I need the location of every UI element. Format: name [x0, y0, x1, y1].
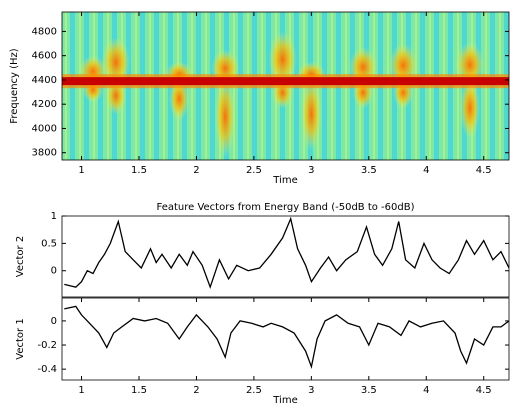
- x-tick-label: 4.5: [476, 165, 492, 176]
- burst: [215, 77, 236, 157]
- y-tick-label: 4200: [32, 99, 57, 110]
- x-tick-label: 3.5: [361, 385, 377, 396]
- plot-area: [62, 31, 509, 157]
- axes-box: [61, 215, 510, 298]
- x-tick-label: 4.5: [476, 385, 492, 396]
- tone-band: [62, 77, 509, 86]
- x-tick-label: 2.5: [246, 165, 262, 176]
- x-tick-label: 2.5: [246, 385, 262, 396]
- y-tick-label: -0.2: [37, 340, 57, 351]
- y-tick-label: -0.4: [37, 364, 57, 375]
- x-tick-label: 1.5: [131, 165, 147, 176]
- axes-box: [61, 11, 510, 161]
- x-tick-label: 3: [308, 165, 314, 176]
- y-axis-label: Vector 2: [15, 236, 26, 277]
- line: [64, 305, 509, 370]
- x-tick-label: 3: [308, 385, 314, 396]
- x-tick-label: 3.5: [361, 165, 377, 176]
- x-tick-label: 4: [423, 165, 429, 176]
- x-tick-label: 1.5: [131, 385, 147, 396]
- burst: [268, 31, 297, 88]
- y-axis-label: Frequency (Hz): [9, 48, 20, 124]
- x-tick-label: 1: [78, 165, 84, 176]
- y-axis-label: Vector 1: [15, 318, 26, 359]
- y-tick-label: 0: [51, 266, 57, 277]
- plot-area: [64, 216, 509, 290]
- y-tick-label: 3800: [32, 148, 57, 159]
- burst: [459, 77, 480, 139]
- x-axis-label: Time: [272, 395, 297, 403]
- plot-area: [64, 305, 509, 370]
- axes-box: [61, 297, 510, 381]
- line: [64, 216, 509, 290]
- x-tick-label: 2: [193, 165, 199, 176]
- y-tick-label: 4400: [32, 75, 57, 86]
- burst: [301, 77, 322, 151]
- y-tick-label: 1: [51, 211, 57, 222]
- y-tick-label: 0: [51, 316, 57, 327]
- y-tick-label: 4600: [32, 51, 57, 62]
- x-axis-label: Time: [272, 175, 297, 186]
- chart-title: Feature Vectors from Energy Band (-50dB …: [157, 202, 415, 213]
- y-tick-label: 4800: [32, 26, 57, 37]
- x-tick-label: 4: [423, 385, 429, 396]
- x-tick-label: 2: [193, 385, 199, 396]
- y-tick-label: 0.5: [41, 238, 57, 249]
- y-tick-label: 4000: [32, 123, 57, 134]
- x-tick-label: 1: [78, 385, 84, 396]
